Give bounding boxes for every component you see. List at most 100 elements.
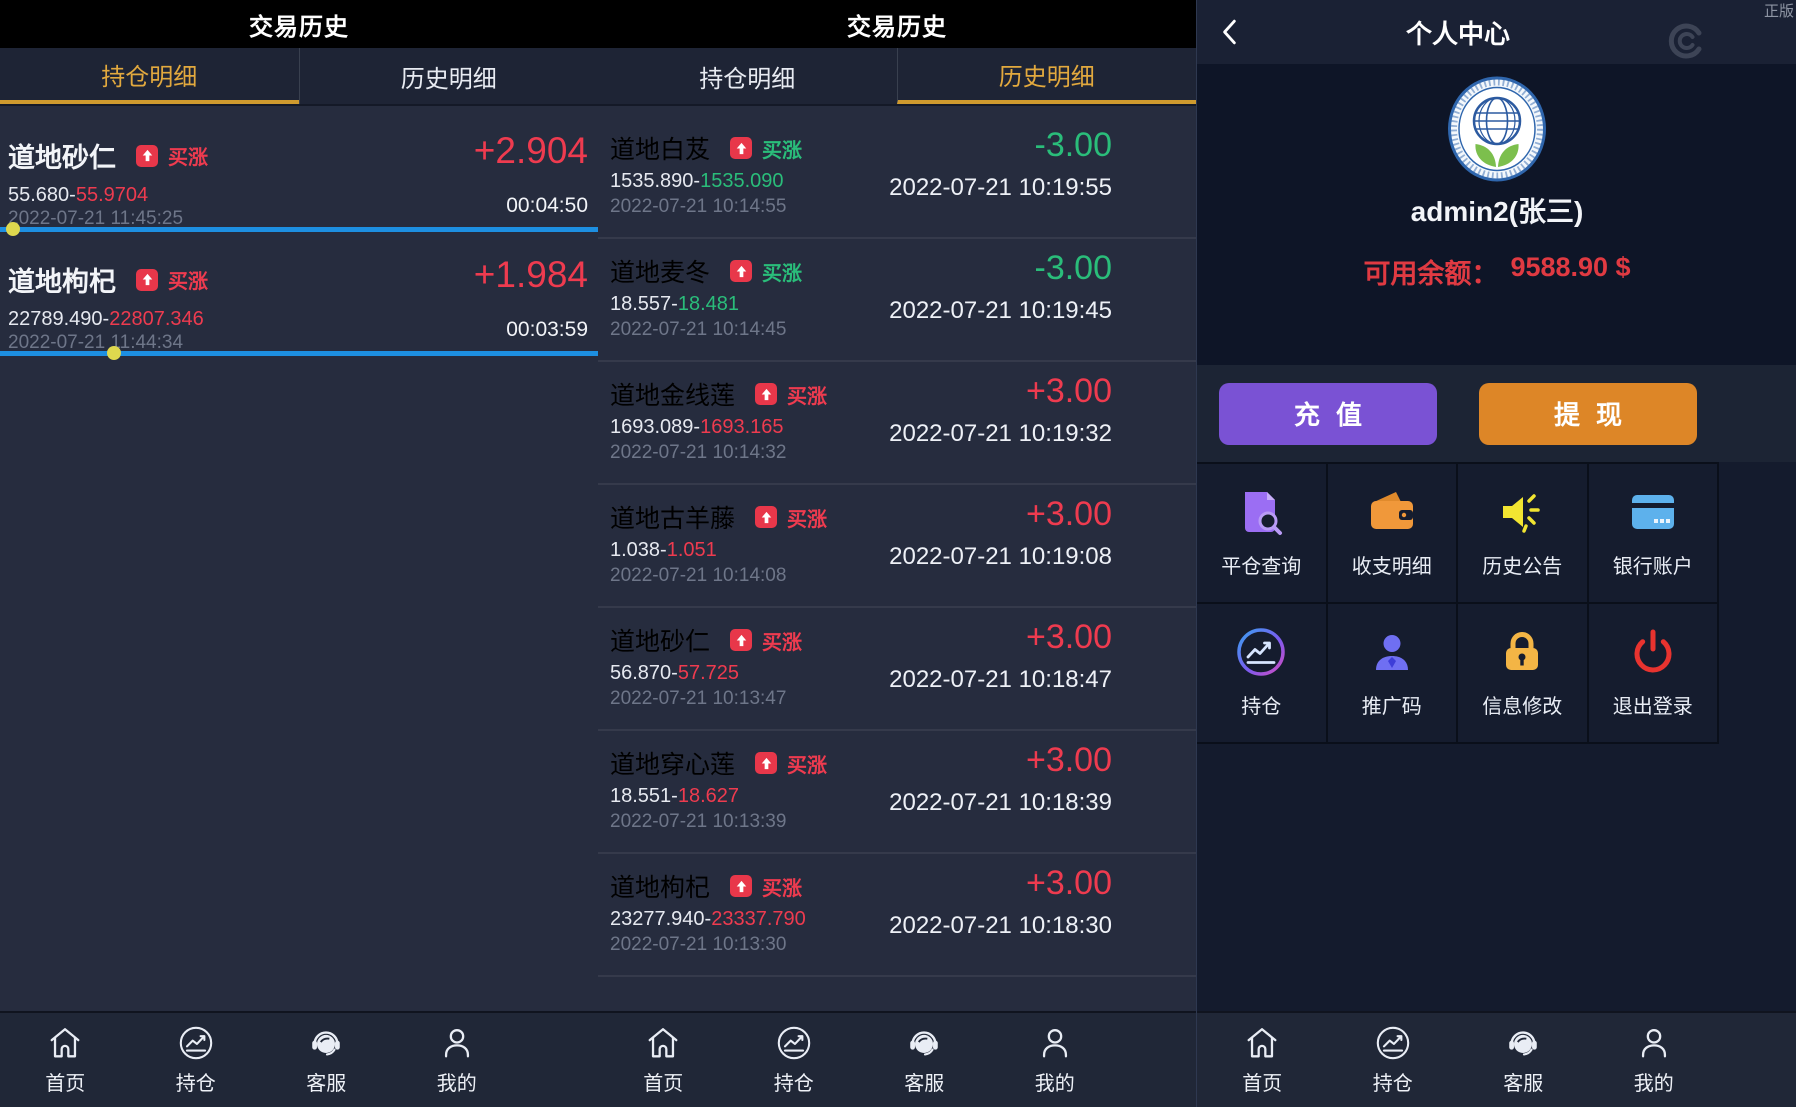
price-range: 22789.490-22807.346 (8, 308, 204, 331)
nav-positions[interactable]: 持仓 (131, 1013, 262, 1107)
grid-item-bank-account[interactable]: 银行账户 (1588, 464, 1719, 604)
direction-label: 买涨 (168, 271, 208, 293)
buy-up-arrow-icon (730, 137, 753, 159)
back-icon[interactable] (1217, 15, 1243, 49)
balance: 可用余额： 9588.90 $ (1363, 252, 1630, 291)
open-price: 22789.490- (8, 308, 110, 330)
open-timestamp: 2022-07-21 10:13:30 (610, 934, 787, 955)
page-header: 交易历史 (598, 0, 1196, 48)
position-row-title: 道地砂仁 买涨 (8, 136, 208, 175)
nav-customer-service[interactable]: 客服 (1458, 1013, 1589, 1107)
direction-label: 买涨 (787, 754, 828, 777)
bottom-nav: 首页 持仓 客服 我的 (0, 1011, 598, 1107)
current-price: 22807.346 (109, 308, 204, 330)
trade-history-records-screen: 交易历史 持仓明细 历史明细 道地白芨 买涨 -3.00 1535.890-153… (598, 0, 1197, 1107)
profile-icon (444, 1029, 469, 1058)
history-row[interactable]: 道地穿心莲 买涨 +3.00 18.551-18.627 2022-07-21 1… (598, 731, 1196, 854)
trade-history-positions-screen: 交易历史 持仓明细 历史明细 道地砂仁 买涨 +2.904 55.680-55.… (0, 0, 599, 1107)
history-row[interactable]: 道地古羊藤 买涨 +3.00 1.038-1.051 2022-07-21 10:… (598, 485, 1196, 608)
nav-positions[interactable]: 持仓 (729, 1013, 860, 1107)
direction-label: 买涨 (762, 262, 803, 285)
profile-icon (1042, 1029, 1067, 1058)
tab-position-detail[interactable]: 持仓明细 (0, 48, 299, 104)
home-icon (50, 1028, 80, 1058)
open-timestamp: 2022-07-21 10:14:08 (610, 565, 787, 586)
open-timestamp: 2022-07-21 10:14:55 (610, 196, 787, 217)
nav-profile[interactable]: 我的 (990, 1013, 1121, 1107)
wallet-icon (1370, 492, 1413, 529)
direction-label: 买涨 (168, 147, 208, 169)
history-row[interactable]: 道地白芨 买涨 -3.00 1535.890-1535.090 2022-07-2… (598, 116, 1196, 239)
tab-history-detail[interactable]: 历史明细 (298, 48, 599, 104)
announcement-icon (1503, 494, 1540, 533)
close-price: 1693.165 (700, 416, 784, 438)
position-row-title: 道地枸杞 买涨 (8, 260, 208, 299)
profit-value: +3.00 (1025, 495, 1112, 533)
tab-position-detail[interactable]: 持仓明细 (699, 65, 796, 93)
withdraw-button[interactable]: 提现 (1479, 382, 1697, 445)
profile-section: admin2(张三) 可用余额： 9588.90 $ (1197, 64, 1796, 365)
home-icon (648, 1028, 678, 1058)
grid-item-income-expense-detail[interactable]: 收支明细 (1327, 464, 1458, 604)
nav-profile[interactable]: 我的 (392, 1013, 523, 1107)
grid-item-positions[interactable]: 持仓 (1197, 604, 1328, 744)
history-row[interactable]: 道地金线莲 买涨 +3.00 1693.089-1693.165 2022-07-… (598, 362, 1196, 485)
profit-value: +3.00 (1025, 864, 1112, 902)
open-price: 55.680- (8, 184, 76, 206)
current-price: 55.9704 (75, 184, 149, 206)
close-price: 57.725 (677, 662, 740, 684)
position-row[interactable]: 道地枸杞 买涨 +1.984 22789.490-22807.346 00:03… (0, 232, 598, 360)
actions-section: 充值 提现 (1197, 365, 1796, 462)
grid-item-logout[interactable]: 退出登录 (1588, 604, 1719, 744)
countdown-timer: 00:04:50 (506, 194, 588, 217)
instrument-name: 道地古羊藤 (610, 505, 736, 533)
nav-positions[interactable]: 持仓 (1328, 1013, 1459, 1107)
open-price: 23277.940- (610, 908, 712, 930)
history-row[interactable]: 道地枸杞 买涨 +3.00 23277.940-23337.790 2022-07… (598, 854, 1196, 977)
customer-service-icon (910, 1031, 939, 1056)
nav-home[interactable]: 首页 (1197, 1013, 1328, 1107)
grid-item-referral-code[interactable]: 推广码 (1327, 604, 1458, 744)
grid-item-edit-info[interactable]: 信息修改 (1458, 604, 1589, 744)
profit-value: +3.00 (1025, 618, 1112, 656)
nav-home[interactable]: 首页 (598, 1013, 729, 1107)
grid-item-close-position-query[interactable]: 平仓查询 (1197, 464, 1328, 604)
profit-value: -3.00 (1034, 126, 1113, 164)
nav-customer-service[interactable]: 客服 (261, 1013, 392, 1107)
close-price: 23337.790 (711, 908, 806, 930)
history-row[interactable]: 道地麦冬 买涨 -3.00 18.557-18.481 2022-07-21 10… (598, 239, 1196, 362)
tab-history-detail[interactable]: 历史明细 (896, 48, 1196, 104)
nav-profile[interactable]: 我的 (1589, 1013, 1720, 1107)
close-price: 1535.090 (700, 170, 784, 192)
history-row[interactable]: 道地砂仁 买涨 +3.00 56.870-57.725 2022-07-21 10… (598, 608, 1196, 731)
close-timestamp: 2022-07-21 10:19:55 (889, 174, 1112, 201)
buy-up-arrow-icon (755, 752, 778, 774)
buy-up-arrow-icon (136, 268, 158, 291)
customer-service-icon (1509, 1031, 1538, 1056)
positions-chart-icon (777, 1026, 810, 1060)
tab-bar: 持仓明细 历史明细 (598, 48, 1196, 106)
grid-item-history-announcements[interactable]: 历史公告 (1458, 464, 1589, 604)
position-row[interactable]: 道地砂仁 买涨 +2.904 55.680-55.9704 00:04:50 2… (0, 108, 598, 236)
instrument-name: 道地枸杞 (8, 267, 116, 297)
instrument-name: 道地金线莲 (610, 382, 736, 410)
referral-user-icon (1375, 635, 1408, 670)
countdown-timer: 00:03:59 (506, 318, 588, 341)
feature-grid: 平仓查询 收支明细 历史公告 银行账户 持仓 推广码 (1197, 462, 1719, 744)
nav-home[interactable]: 首页 (0, 1013, 131, 1107)
recharge-button[interactable]: 充值 (1219, 382, 1437, 445)
nav-customer-service[interactable]: 客服 (859, 1013, 990, 1107)
positions-list: 道地砂仁 买涨 +2.904 55.680-55.9704 00:04:50 2… (0, 108, 598, 528)
history-row[interactable]: Daodi Poly...买涨 +3.00 (598, 977, 1196, 1013)
company-logo (1448, 76, 1546, 182)
bank-card-icon (1631, 495, 1674, 529)
open-price: 1535.890- (610, 170, 701, 192)
close-position-search-icon (1245, 492, 1283, 535)
position-progress-bar (0, 222, 598, 236)
positions-chart-icon (179, 1026, 212, 1060)
buy-up-arrow-icon (730, 260, 753, 282)
open-timestamp: 2022-07-21 11:44:34 (8, 332, 184, 353)
instrument-name: 道地砂仁 (8, 143, 116, 173)
direction-label: 买涨 (762, 139, 803, 162)
username: admin2(张三) (1410, 196, 1584, 227)
